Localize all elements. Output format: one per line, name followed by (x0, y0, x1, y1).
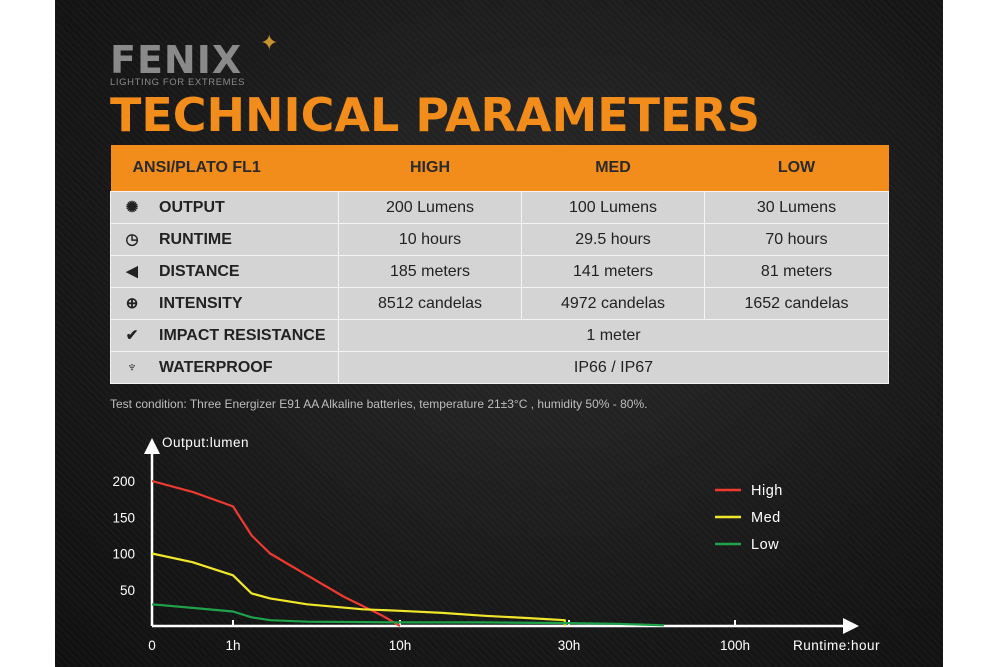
row-label: WATERPROOF (159, 358, 273, 376)
table-row-waterproof: ♆ WATERPROOF IP66 / IP67 (110, 351, 889, 384)
table-cell: 141 meters (521, 255, 705, 288)
intensity-icon: ⊕ (125, 295, 139, 312)
header-low: LOW (704, 145, 889, 192)
y-axis-arrow-icon (144, 438, 160, 454)
x-tick-label: 100h (720, 638, 750, 653)
row-label-cell: ◀ DISTANCE (110, 255, 339, 288)
table-cell: 29.5 hours (521, 223, 705, 256)
table-cell: 70 hours (704, 223, 889, 256)
table-cell-span: 1 meter (338, 319, 889, 352)
table-cell: 100 Lumens (521, 191, 705, 224)
x-axis-arrow-icon (843, 618, 859, 634)
table-cell: 1652 candelas (704, 287, 889, 320)
row-label: OUTPUT (159, 199, 225, 216)
series-line-med (151, 552, 566, 626)
header-high: HIGH (338, 145, 522, 192)
spec-sheet-panel: FENIX ✦ LIGHTING FOR EXTREMES TECHNICAL … (55, 0, 943, 667)
x-tick-label: 1h (225, 638, 240, 653)
chart-legend: High Med Low (715, 483, 783, 553)
header-standard: ANSI/PLATO FL1 (110, 145, 339, 192)
table-cell: 81 meters (704, 255, 889, 288)
series-line-high (151, 479, 401, 627)
distance-icon: ◀ (126, 263, 138, 280)
legend-label-high: High (751, 483, 783, 499)
table-cell: 4972 candelas (521, 287, 705, 320)
fenix-logo: FENIX ✦ LIGHTING FOR EXTREMES (110, 30, 278, 88)
x-tick-label: 10h (389, 638, 412, 653)
y-tick-label: 150 (112, 510, 135, 525)
table-header-row: ANSI/PLATO FL1 HIGH MED LOW (110, 145, 889, 192)
x-axis-label: Runtime:hour (793, 638, 880, 653)
row-label-cell: ✔ IMPACT RESISTANCE (110, 319, 339, 352)
table-cell-span: IP66 / IP67 (338, 351, 889, 384)
chart-ticks: 50 100 150 200 0 1h 10h 30h 100h (112, 474, 750, 653)
table-cell: 10 hours (338, 223, 522, 256)
legend-label-med: Med (751, 510, 781, 526)
brand-tagline: LIGHTING FOR EXTREMES (110, 77, 246, 88)
table-cell: 185 meters (338, 255, 522, 288)
runtime-chart: Output:lumen Runtime:hour 50 100 150 200 0 1h 1… (112, 435, 880, 653)
test-condition-note: Test condition: Three Energizer E91 AA A… (110, 397, 648, 411)
table-row-distance: ◀ DISTANCE 185 meters 141 meters 81 meter… (110, 255, 889, 288)
table-row-impact-resistance: ✔ IMPACT RESISTANCE 1 meter (110, 319, 889, 352)
chart-axes: Output:lumen Runtime:hour (144, 435, 880, 653)
table-cell: 8512 candelas (338, 287, 522, 320)
row-label: IMPACT RESISTANCE (159, 327, 326, 344)
table-row-intensity: ⊕ INTENSITY 8512 candelas 4972 candelas 1… (110, 287, 889, 320)
table-cell: 30 Lumens (704, 191, 889, 224)
legend-label-low: Low (751, 537, 779, 553)
y-tick-label: 200 (112, 474, 135, 489)
page-title: TECHNICAL PARAMETERS (110, 88, 761, 142)
runtime-icon: ◷ (125, 231, 139, 248)
star-icon: ✦ (260, 30, 279, 55)
brand-name: FENIX (110, 38, 243, 82)
y-axis-label: Output:lumen (162, 435, 249, 450)
table-row-output: ✺ OUTPUT 200 Lumens 100 Lumens 30 Lumens (110, 191, 889, 224)
parameters-table: ANSI/PLATO FL1 HIGH MED LOW ✺ OUTPUT 200 … (110, 145, 889, 384)
chart-series-lines (151, 479, 664, 627)
impact-icon: ✔ (125, 327, 139, 344)
table-row-runtime: ◷ RUNTIME 10 hours 29.5 hours 70 hours (110, 223, 889, 256)
row-label-cell: ⊕ INTENSITY (110, 287, 339, 320)
row-label: INTENSITY (159, 295, 243, 312)
row-label-cell: ♆ WATERPROOF (110, 351, 339, 384)
row-label: RUNTIME (159, 231, 232, 248)
y-tick-label: 100 (112, 547, 135, 562)
header-med: MED (521, 145, 705, 192)
table-cell: 200 Lumens (338, 191, 522, 224)
row-label-cell: ✺ OUTPUT (110, 191, 339, 224)
x-tick-label: 0 (148, 638, 156, 653)
series-line-low (151, 603, 664, 627)
waterproof-icon: ♆ (126, 358, 138, 376)
y-tick-label: 50 (120, 583, 135, 598)
row-label-cell: ◷ RUNTIME (110, 223, 339, 256)
row-label: DISTANCE (159, 263, 240, 280)
output-icon: ✺ (125, 199, 139, 216)
x-tick-label: 30h (558, 638, 581, 653)
